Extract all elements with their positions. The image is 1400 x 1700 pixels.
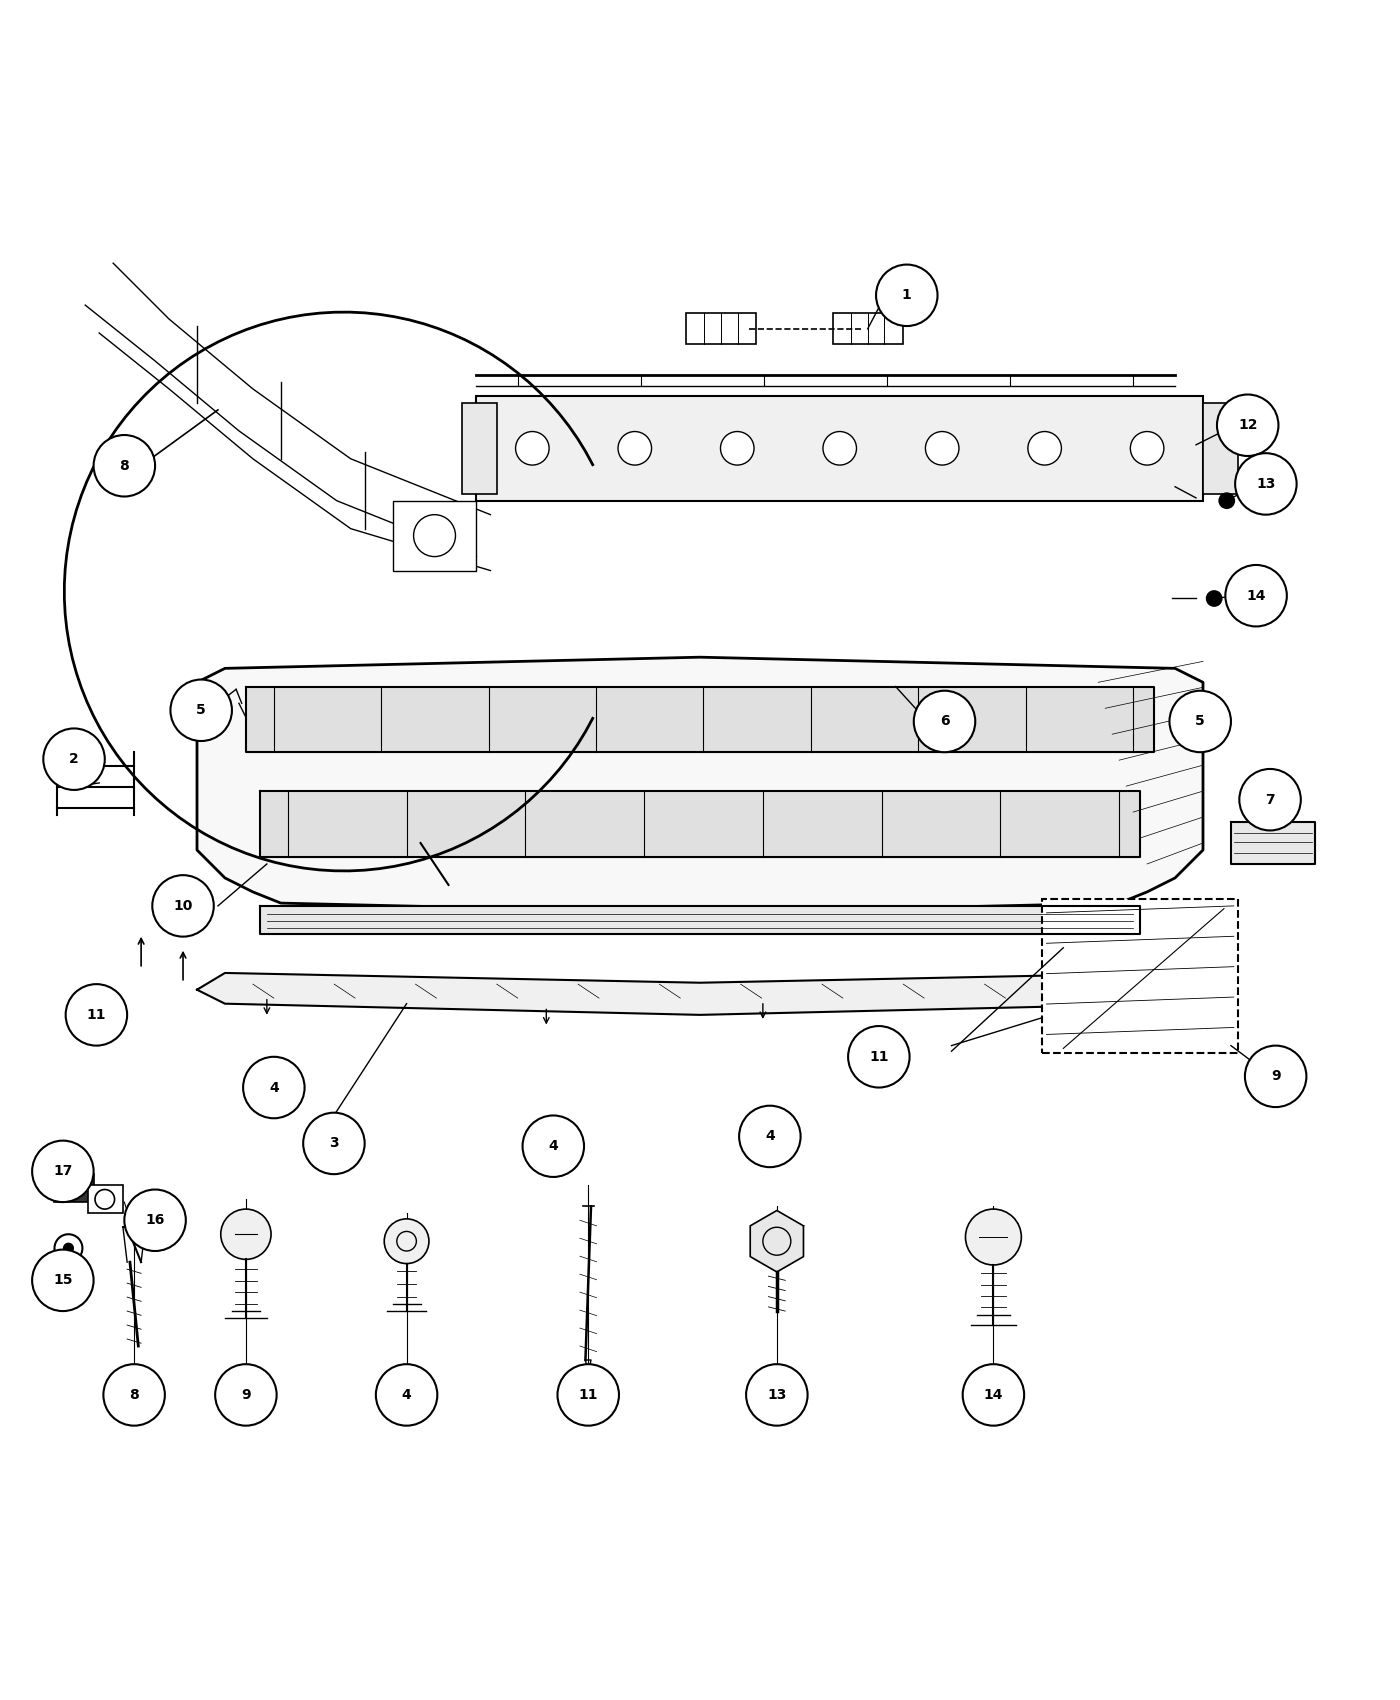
Polygon shape: [197, 658, 1203, 913]
Text: 4: 4: [764, 1129, 774, 1144]
Text: 16: 16: [146, 1214, 165, 1227]
Text: 1: 1: [902, 289, 911, 303]
Circle shape: [848, 1027, 910, 1088]
Circle shape: [1205, 590, 1222, 607]
Circle shape: [1217, 394, 1278, 456]
Circle shape: [1169, 690, 1231, 751]
Text: 7: 7: [1266, 792, 1275, 808]
Text: 9: 9: [1271, 1069, 1281, 1083]
Text: 8: 8: [129, 1387, 139, 1402]
FancyBboxPatch shape: [462, 403, 497, 493]
Circle shape: [1225, 564, 1287, 626]
Text: 2: 2: [69, 751, 78, 767]
Polygon shape: [246, 687, 1154, 751]
Text: 14: 14: [1246, 588, 1266, 604]
Text: 3: 3: [329, 1136, 339, 1151]
Circle shape: [914, 690, 976, 751]
Circle shape: [522, 1115, 584, 1176]
Circle shape: [1239, 768, 1301, 830]
Circle shape: [739, 1105, 801, 1168]
Circle shape: [823, 432, 857, 466]
Circle shape: [43, 728, 105, 791]
Circle shape: [216, 1363, 277, 1426]
Circle shape: [221, 1209, 272, 1260]
Polygon shape: [260, 906, 1140, 933]
Circle shape: [125, 1190, 186, 1251]
Polygon shape: [197, 972, 1203, 1015]
Circle shape: [63, 1243, 74, 1255]
Text: 8: 8: [119, 459, 129, 473]
Text: 13: 13: [767, 1387, 787, 1402]
FancyBboxPatch shape: [686, 313, 756, 343]
Circle shape: [1245, 1046, 1306, 1107]
Polygon shape: [750, 1210, 804, 1272]
Circle shape: [153, 876, 214, 937]
Circle shape: [1130, 432, 1163, 466]
Text: 17: 17: [53, 1164, 73, 1178]
Circle shape: [32, 1141, 94, 1202]
Circle shape: [617, 432, 651, 466]
Circle shape: [966, 1209, 1022, 1265]
Text: 14: 14: [984, 1387, 1004, 1402]
Text: 12: 12: [1238, 418, 1257, 432]
Circle shape: [32, 1250, 94, 1311]
Circle shape: [721, 432, 755, 466]
Text: 6: 6: [939, 714, 949, 729]
Circle shape: [66, 984, 127, 1046]
Circle shape: [963, 1363, 1025, 1426]
Text: 11: 11: [869, 1051, 889, 1064]
Text: 5: 5: [196, 704, 206, 717]
Text: 10: 10: [174, 899, 193, 913]
Text: 11: 11: [87, 1008, 106, 1022]
Text: 4: 4: [549, 1139, 559, 1153]
Circle shape: [244, 1057, 305, 1119]
FancyBboxPatch shape: [1043, 899, 1238, 1052]
Circle shape: [384, 1219, 428, 1263]
Text: 11: 11: [578, 1387, 598, 1402]
Polygon shape: [1231, 823, 1315, 864]
FancyBboxPatch shape: [392, 502, 476, 571]
Polygon shape: [260, 790, 1140, 857]
Circle shape: [925, 432, 959, 466]
Circle shape: [1235, 454, 1296, 515]
Circle shape: [515, 432, 549, 466]
FancyBboxPatch shape: [1203, 403, 1238, 493]
Text: 4: 4: [402, 1387, 412, 1402]
FancyBboxPatch shape: [55, 1175, 94, 1202]
Circle shape: [94, 435, 155, 496]
Circle shape: [304, 1114, 364, 1175]
FancyBboxPatch shape: [833, 313, 903, 343]
Circle shape: [746, 1363, 808, 1426]
Circle shape: [375, 1363, 437, 1426]
Circle shape: [171, 680, 232, 741]
Circle shape: [876, 265, 938, 326]
Text: 4: 4: [269, 1081, 279, 1095]
Text: 15: 15: [53, 1273, 73, 1287]
Circle shape: [104, 1363, 165, 1426]
Circle shape: [1028, 432, 1061, 466]
FancyBboxPatch shape: [88, 1185, 123, 1214]
FancyBboxPatch shape: [476, 396, 1203, 502]
Circle shape: [557, 1363, 619, 1426]
Text: 5: 5: [1196, 714, 1205, 729]
Text: 9: 9: [241, 1387, 251, 1402]
Circle shape: [1218, 493, 1235, 508]
Text: 13: 13: [1256, 478, 1275, 491]
